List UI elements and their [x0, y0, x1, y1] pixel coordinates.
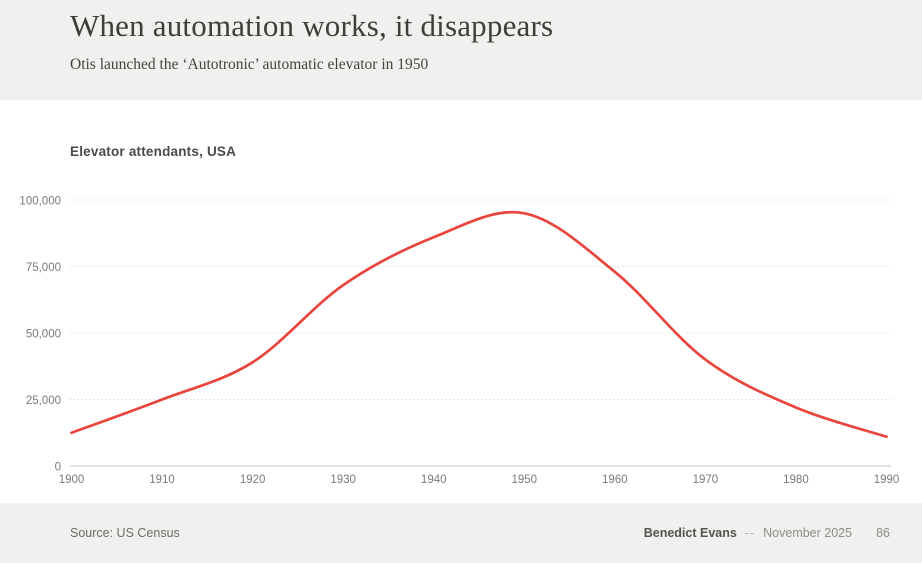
x-tick-label: 1900	[59, 474, 85, 486]
x-tick-label: 1910	[149, 474, 175, 486]
x-tick-label: 1980	[783, 474, 809, 486]
footer-date: November 2025	[763, 526, 853, 540]
y-tick-label: 25,000	[26, 395, 61, 407]
page-number: 86	[876, 526, 890, 540]
slide-subtitle: Otis launched the ‘Autotronic’ automatic…	[70, 56, 429, 73]
x-tick-label: 1930	[330, 474, 356, 486]
x-tick-label: 1920	[240, 474, 266, 486]
slide-header: When automation works, it disappears Oti…	[0, 0, 922, 100]
slide-footer: Source: US Census Benedict Evans -- Nove…	[0, 503, 922, 563]
x-tick-label: 1950	[511, 474, 537, 486]
slide-title: When automation works, it disappears	[70, 8, 554, 43]
y-tick-label: 50,000	[26, 328, 61, 340]
footer-credits: Benedict Evans -- November 2025 86	[644, 526, 890, 540]
x-tick-label: 1990	[874, 474, 900, 486]
y-tick-label: 75,000	[26, 262, 61, 274]
chart-title: Elevator attendants, USA	[70, 144, 237, 159]
line-chart: 0 25,000 50,000 75,000 100,000 1900 1910 1920 19…	[19, 195, 900, 486]
author-name: Benedict Evans	[643, 526, 737, 540]
series-line-elevator-attendants	[70, 210, 888, 439]
x-tick-label: 1940	[421, 474, 447, 486]
x-tick-label: 1960	[602, 474, 628, 486]
source-label: Source: US Census	[70, 526, 180, 540]
y-tick-label: 100,000	[19, 195, 61, 207]
x-tick-label: 1970	[693, 474, 719, 486]
y-tick-label: 0	[55, 461, 61, 473]
footer-separator: --	[744, 526, 756, 540]
